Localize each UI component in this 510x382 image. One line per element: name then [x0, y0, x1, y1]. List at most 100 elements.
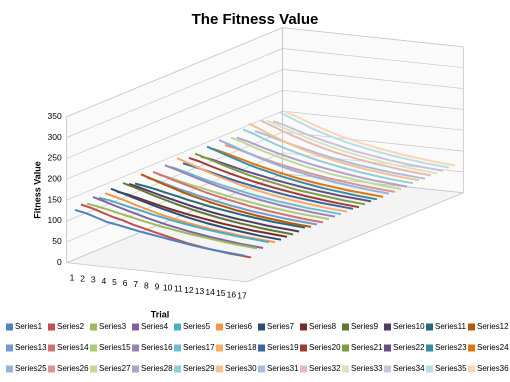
- y-tick-label: 150: [48, 194, 62, 204]
- legend-item: Series22: [384, 343, 425, 352]
- legend-item: Series1: [6, 322, 43, 331]
- legend-item: Series29: [174, 364, 215, 373]
- series-line: [122, 182, 294, 236]
- series-line: [242, 128, 414, 185]
- legend-item: Series24: [468, 343, 509, 352]
- legend-swatch: [132, 344, 139, 352]
- legend-item: Series3: [90, 322, 127, 331]
- series-line: [212, 147, 384, 198]
- legend-item: Series5: [174, 322, 211, 331]
- x-tick-label: 9: [155, 281, 160, 291]
- legend-label: Series1: [15, 322, 43, 331]
- series-line: [266, 119, 438, 175]
- legend-label: Series25: [15, 364, 47, 373]
- series-line: [278, 111, 450, 169]
- legend-item: Series6: [216, 322, 253, 331]
- legend-label: Series20: [309, 343, 341, 352]
- legend-item: Series11: [426, 322, 467, 331]
- x-tick-label: 17: [237, 290, 247, 300]
- legend-item: Series14: [48, 343, 89, 352]
- x-axis-title: Trial: [151, 309, 170, 319]
- legend-swatch: [342, 323, 349, 331]
- legend-label: Series31: [267, 364, 299, 373]
- legend-swatch: [426, 344, 433, 352]
- y-tick-label: 0: [57, 257, 62, 267]
- legend-swatch: [384, 365, 391, 373]
- legend-swatch: [132, 365, 139, 373]
- y-tick-label: 350: [48, 111, 62, 121]
- legend: Series1 Series2 Series3 Series4 Series5 Serie…: [6, 322, 509, 373]
- legend-item: Series34: [384, 364, 425, 373]
- legend-swatch: [216, 344, 223, 352]
- x-tick-label: 3: [91, 275, 96, 285]
- legend-item: Series4: [132, 322, 169, 331]
- legend-label: Series35: [435, 364, 467, 373]
- series-line: [104, 192, 276, 244]
- x-tick-label: 14: [205, 287, 215, 297]
- x-tick-label: 6: [123, 278, 128, 288]
- legend-label: Series28: [141, 364, 173, 373]
- legend-item: Series18: [216, 343, 257, 352]
- y-axis-title: Fitness Value: [32, 161, 42, 219]
- legend-item: Series15: [90, 343, 131, 352]
- legend-label: Series17: [183, 343, 215, 352]
- legend-swatch: [90, 323, 97, 331]
- legend-swatch: [174, 365, 181, 373]
- legend-item: Series30: [216, 364, 257, 373]
- legend-label: Series10: [393, 322, 425, 331]
- legend-item: Series21: [342, 343, 383, 352]
- legend-swatch: [48, 365, 55, 373]
- series-line: [128, 182, 300, 233]
- legend-label: Series3: [99, 322, 127, 331]
- legend-label: Series21: [351, 343, 383, 352]
- legend-label: Series6: [225, 322, 253, 331]
- legend-swatch: [300, 323, 307, 331]
- legend-label: Series12: [477, 322, 509, 331]
- legend-label: Series36: [477, 364, 509, 373]
- x-tick-label: 1: [70, 272, 75, 282]
- legend-label: Series18: [225, 343, 257, 352]
- y-tick-label: 200: [48, 173, 62, 183]
- legend-label: Series8: [309, 322, 337, 331]
- legend-swatch: [90, 365, 97, 373]
- plot-area: [74, 110, 456, 259]
- series-line: [164, 164, 336, 218]
- series-line: [86, 202, 258, 250]
- series-line: [200, 155, 372, 203]
- series-line: [188, 156, 360, 209]
- x-tick-label: 10: [163, 283, 173, 293]
- grid-line: [66, 152, 464, 243]
- legend-item: Series33: [342, 364, 383, 373]
- series-line: [206, 145, 378, 201]
- grid-line: [66, 89, 464, 180]
- legend-label: Series2: [57, 322, 85, 331]
- legend-item: Series13: [6, 343, 47, 352]
- series-line: [230, 136, 402, 190]
- legend-item: Series27: [90, 364, 131, 373]
- x-tick-label: 5: [112, 277, 117, 287]
- x-tick-label: 11: [174, 284, 183, 294]
- legend-label: Series5: [183, 322, 211, 331]
- legend-swatch: [6, 344, 13, 352]
- legend-label: Series15: [99, 343, 131, 352]
- series-line: [272, 120, 444, 172]
- series-line: [284, 110, 456, 167]
- legend-swatch: [6, 365, 13, 373]
- series-line: [152, 170, 324, 224]
- series-line: [170, 166, 342, 216]
- legend-item: Series28: [132, 364, 173, 373]
- legend-item: Series20: [300, 343, 341, 352]
- series-line: [140, 173, 312, 228]
- legend-label: Series30: [225, 364, 257, 373]
- legend-swatch: [132, 323, 139, 331]
- legend-label: Series7: [267, 322, 295, 331]
- series-line: [98, 196, 270, 244]
- legend-swatch: [90, 344, 97, 352]
- legend-item: Series17: [174, 343, 215, 352]
- legend-label: Series29: [183, 364, 215, 373]
- x-tick-label: 16: [227, 289, 237, 299]
- legend-label: Series14: [57, 343, 89, 352]
- legend-swatch: [258, 365, 265, 373]
- series-line: [110, 187, 282, 241]
